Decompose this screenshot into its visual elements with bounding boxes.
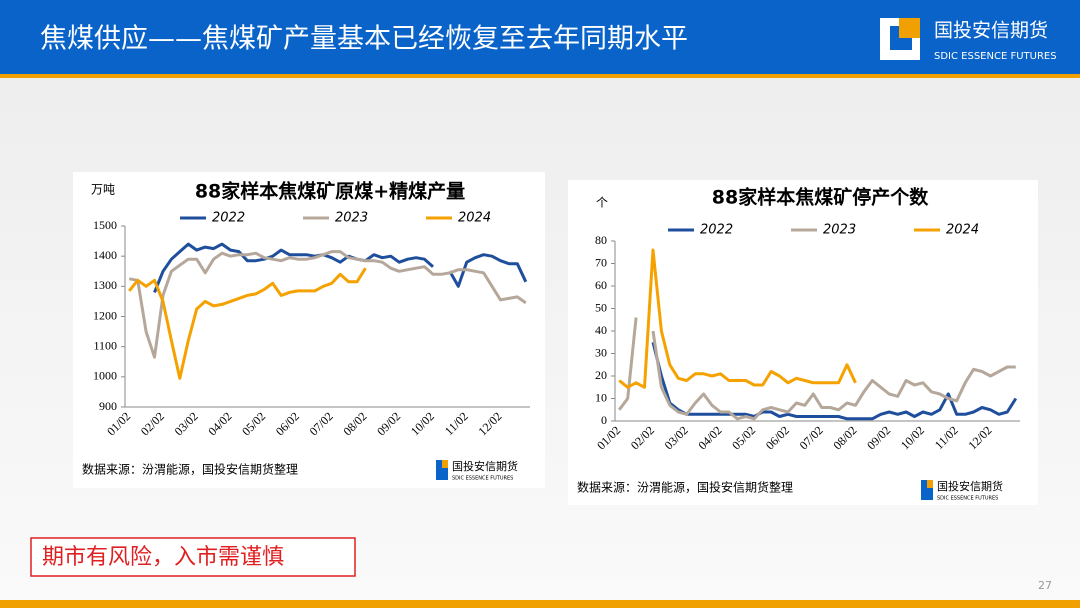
y-tick-label: 0 <box>601 413 607 427</box>
y-tick-label: 40 <box>595 323 607 337</box>
legend-label: 2023 <box>335 211 368 226</box>
chart-panel <box>73 172 545 488</box>
chart-logo-en: SDIC ESSENCE FUTURES <box>937 496 998 502</box>
series-line <box>128 267 367 380</box>
chart-logo-accent <box>927 480 933 488</box>
y-tick-label: 1200 <box>93 308 117 322</box>
logo-cn: 国投安信期货 <box>934 20 1048 42</box>
header-rule <box>0 74 1080 78</box>
warning-text: 期市有风险，入市需谨慎 <box>42 545 284 570</box>
legend-label: 2023 <box>823 223 856 238</box>
page-number: 27 <box>1038 579 1052 592</box>
logo-en: SDIC ESSENCE FUTURES <box>934 51 1057 62</box>
legend-label: 2024 <box>458 211 491 226</box>
y-axis-label: 个 <box>596 196 608 210</box>
y-tick-label: 1500 <box>93 218 117 232</box>
y-tick-label: 10 <box>595 390 607 404</box>
series-line <box>618 317 1016 421</box>
source-note: 数据来源：汾渭能源，国投安信期货整理 <box>577 480 793 495</box>
chart-logo-cn: 国投安信期货 <box>452 459 518 473</box>
series-line <box>128 250 527 359</box>
footer-bar <box>0 600 1080 608</box>
y-tick-label: 70 <box>595 255 607 269</box>
y-axis-label: 万吨 <box>91 183 115 197</box>
legend-label: 2022 <box>212 211 245 226</box>
logo-icon-accent <box>899 18 920 38</box>
y-tick-label: 1300 <box>93 278 117 292</box>
y-tick-label: 900 <box>99 399 117 413</box>
chart-title: 88家样本焦煤矿停产个数 <box>712 186 929 209</box>
y-tick-label: 50 <box>595 300 607 314</box>
y-tick-label: 30 <box>595 345 607 359</box>
y-tick-label: 1100 <box>93 338 117 352</box>
chart-logo-cn: 国投安信期货 <box>937 479 1003 493</box>
warning-box <box>30 537 356 577</box>
y-tick-label: 1000 <box>93 369 117 383</box>
legend-label: 2022 <box>700 223 733 238</box>
source-note: 数据来源：汾渭能源，国投安信期货整理 <box>82 462 298 477</box>
chart-logo-accent <box>442 460 448 468</box>
series-line <box>153 242 528 293</box>
y-tick-label: 80 <box>595 233 607 247</box>
chart-logo-en: SDIC ESSENCE FUTURES <box>452 476 513 482</box>
y-tick-label: 20 <box>595 368 607 382</box>
slide-title: 焦煤供应——焦煤矿产量基本已经恢复至去年同期水平 <box>40 24 688 55</box>
y-tick-label: 60 <box>595 278 607 292</box>
legend-label: 2024 <box>946 223 979 238</box>
series-line <box>651 341 1018 421</box>
series-line <box>618 248 857 389</box>
y-tick-label: 1400 <box>93 248 117 262</box>
chart-title: 88家样本焦煤矿原煤+精煤产量 <box>195 180 465 203</box>
